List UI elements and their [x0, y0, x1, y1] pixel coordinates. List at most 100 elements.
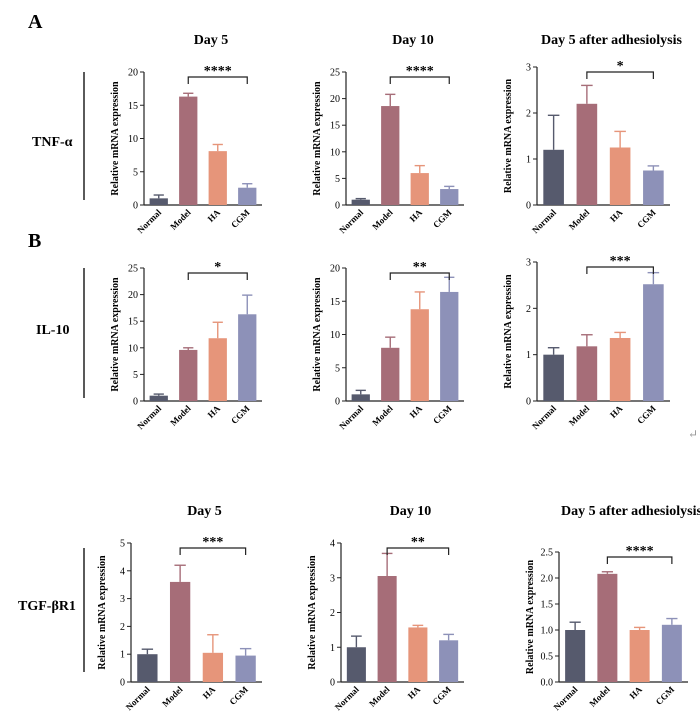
panel-letter-a: A	[28, 11, 43, 33]
bar-cgm	[661, 624, 682, 682]
y-tick-label: 2	[120, 622, 125, 633]
bar-normal	[351, 394, 370, 401]
y-tick-label: 20	[330, 264, 340, 275]
chart-tgf-adh: Day 5 after adhesiolysis 0.0 0.5 1.0 1.5 2.0 2…	[525, 504, 700, 712]
bar-normal	[149, 198, 168, 205]
y-tick-label: 0	[526, 397, 531, 408]
bar-cgm	[440, 291, 459, 401]
category-label: CGM	[229, 207, 252, 230]
chart-tgf-d5: Day 5 0 1 2 3 4 5 Relative mRNA expression Norma…	[97, 504, 262, 712]
y-axis-label: Relative mRNA expression	[110, 81, 121, 196]
bar-cgm	[238, 187, 257, 205]
category-label: Model	[370, 403, 395, 428]
y-tick-label: 0	[335, 397, 340, 408]
category-label: Model	[160, 684, 185, 709]
significance-label: ***	[610, 254, 631, 269]
category-label: Model	[567, 207, 592, 232]
significance-label: *	[214, 260, 221, 275]
bar-ha	[609, 147, 631, 205]
return-symbol: ↵	[688, 427, 698, 441]
significance-bracket	[179, 547, 247, 555]
bar-ha	[410, 309, 429, 401]
category-label: Normal	[135, 207, 163, 235]
y-tick-label: 1	[526, 155, 531, 166]
chart-title: Day 5	[194, 33, 229, 48]
row-label-tgf: TGF-βR1	[18, 599, 76, 614]
category-label: CGM	[635, 403, 658, 426]
bar-ha	[408, 627, 428, 682]
category-label: CGM	[430, 684, 453, 707]
bar-cgm	[439, 640, 459, 682]
y-tick-label: 4	[330, 539, 335, 550]
bar-model	[377, 576, 397, 682]
y-tick-label: 15	[128, 317, 138, 328]
bar-ha	[609, 337, 631, 401]
y-tick-label: 10	[330, 330, 340, 341]
bar-model	[597, 573, 618, 682]
y-tick-label: 15	[128, 101, 138, 112]
significance-label: **	[413, 260, 427, 275]
category-label: HA	[627, 684, 644, 701]
y-tick-label: 3	[120, 594, 125, 605]
category-label: HA	[206, 403, 223, 420]
y-tick-label: 0	[120, 678, 125, 689]
bar-normal	[351, 199, 370, 205]
category-label: CGM	[229, 403, 252, 426]
y-tick-label: 2	[526, 304, 531, 315]
y-tick-label: 5	[120, 539, 125, 550]
row-label-il10: IL-10	[36, 323, 69, 338]
y-tick-label: 0	[335, 201, 340, 212]
y-tick-label: 15	[330, 121, 340, 132]
y-tick-label: 2	[330, 608, 335, 619]
bar-model	[576, 346, 598, 401]
category-label: HA	[406, 684, 423, 701]
category-label: Normal	[135, 403, 163, 431]
chart-title: Day 5	[187, 504, 222, 519]
significance-bracket	[187, 272, 248, 280]
chart-il10-adh: 0 1 2 3 Relative mRNA expression Normal Model H…	[503, 254, 670, 431]
y-tick-label: 2.5	[541, 548, 554, 559]
chart-tnf-adh: Day 5 after adhesiolysis 0 1 2 3 Relative mRN…	[503, 33, 683, 235]
y-tick-label: 3	[526, 63, 531, 74]
y-tick-label: 20	[128, 290, 138, 301]
bar-model	[179, 96, 198, 205]
bar-ha	[208, 338, 227, 401]
y-tick-label: 1	[120, 650, 125, 661]
chart-il10-d10: 0 5 10 15 20 Relative mRNA expression Normal Mo…	[312, 260, 464, 431]
category-label: Normal	[552, 684, 580, 712]
chart-tnf-d5: Day 5 0 5 10 15 20 Relative mRNA expression Nor…	[110, 33, 262, 235]
chart-title: Day 5 after adhesiolysis	[541, 33, 682, 48]
chart-il10-d5: 0 5 10 15 20 25 Relative mRNA expression Normal…	[110, 260, 262, 431]
significance-label: ****	[406, 64, 434, 79]
y-tick-label: 20	[128, 68, 138, 79]
significance-label: ***	[202, 535, 223, 550]
y-tick-label: 5	[335, 363, 340, 374]
chart-title: Day 10	[392, 33, 434, 48]
significance-bracket	[386, 547, 450, 555]
bar-cgm	[643, 284, 664, 401]
significance-label: ****	[626, 544, 654, 559]
bar-normal	[137, 654, 158, 682]
category-label: Normal	[530, 207, 558, 235]
y-tick-label: 10	[128, 343, 138, 354]
category-label: CGM	[227, 684, 250, 707]
category-label: CGM	[431, 207, 454, 230]
bar-cgm	[238, 314, 257, 401]
significance-bracket	[187, 76, 248, 84]
category-label: Model	[587, 684, 612, 709]
y-tick-label: 5	[335, 174, 340, 185]
category-label: Model	[567, 403, 592, 428]
category-label: Normal	[337, 207, 365, 235]
category-label: Model	[370, 207, 395, 232]
category-label: CGM	[654, 684, 677, 707]
chart-tnf-d10: Day 10 0 5 10 15 20 25 Relative mRNA expression…	[312, 33, 464, 235]
significance-bracket	[389, 272, 450, 280]
bar-ha	[629, 630, 650, 682]
bar-normal	[543, 354, 564, 401]
y-tick-label: 10	[330, 147, 340, 158]
category-label: HA	[408, 403, 425, 420]
row-label-tnf: TNF-α	[32, 135, 73, 150]
y-axis-label: Relative mRNA expression	[525, 559, 536, 674]
